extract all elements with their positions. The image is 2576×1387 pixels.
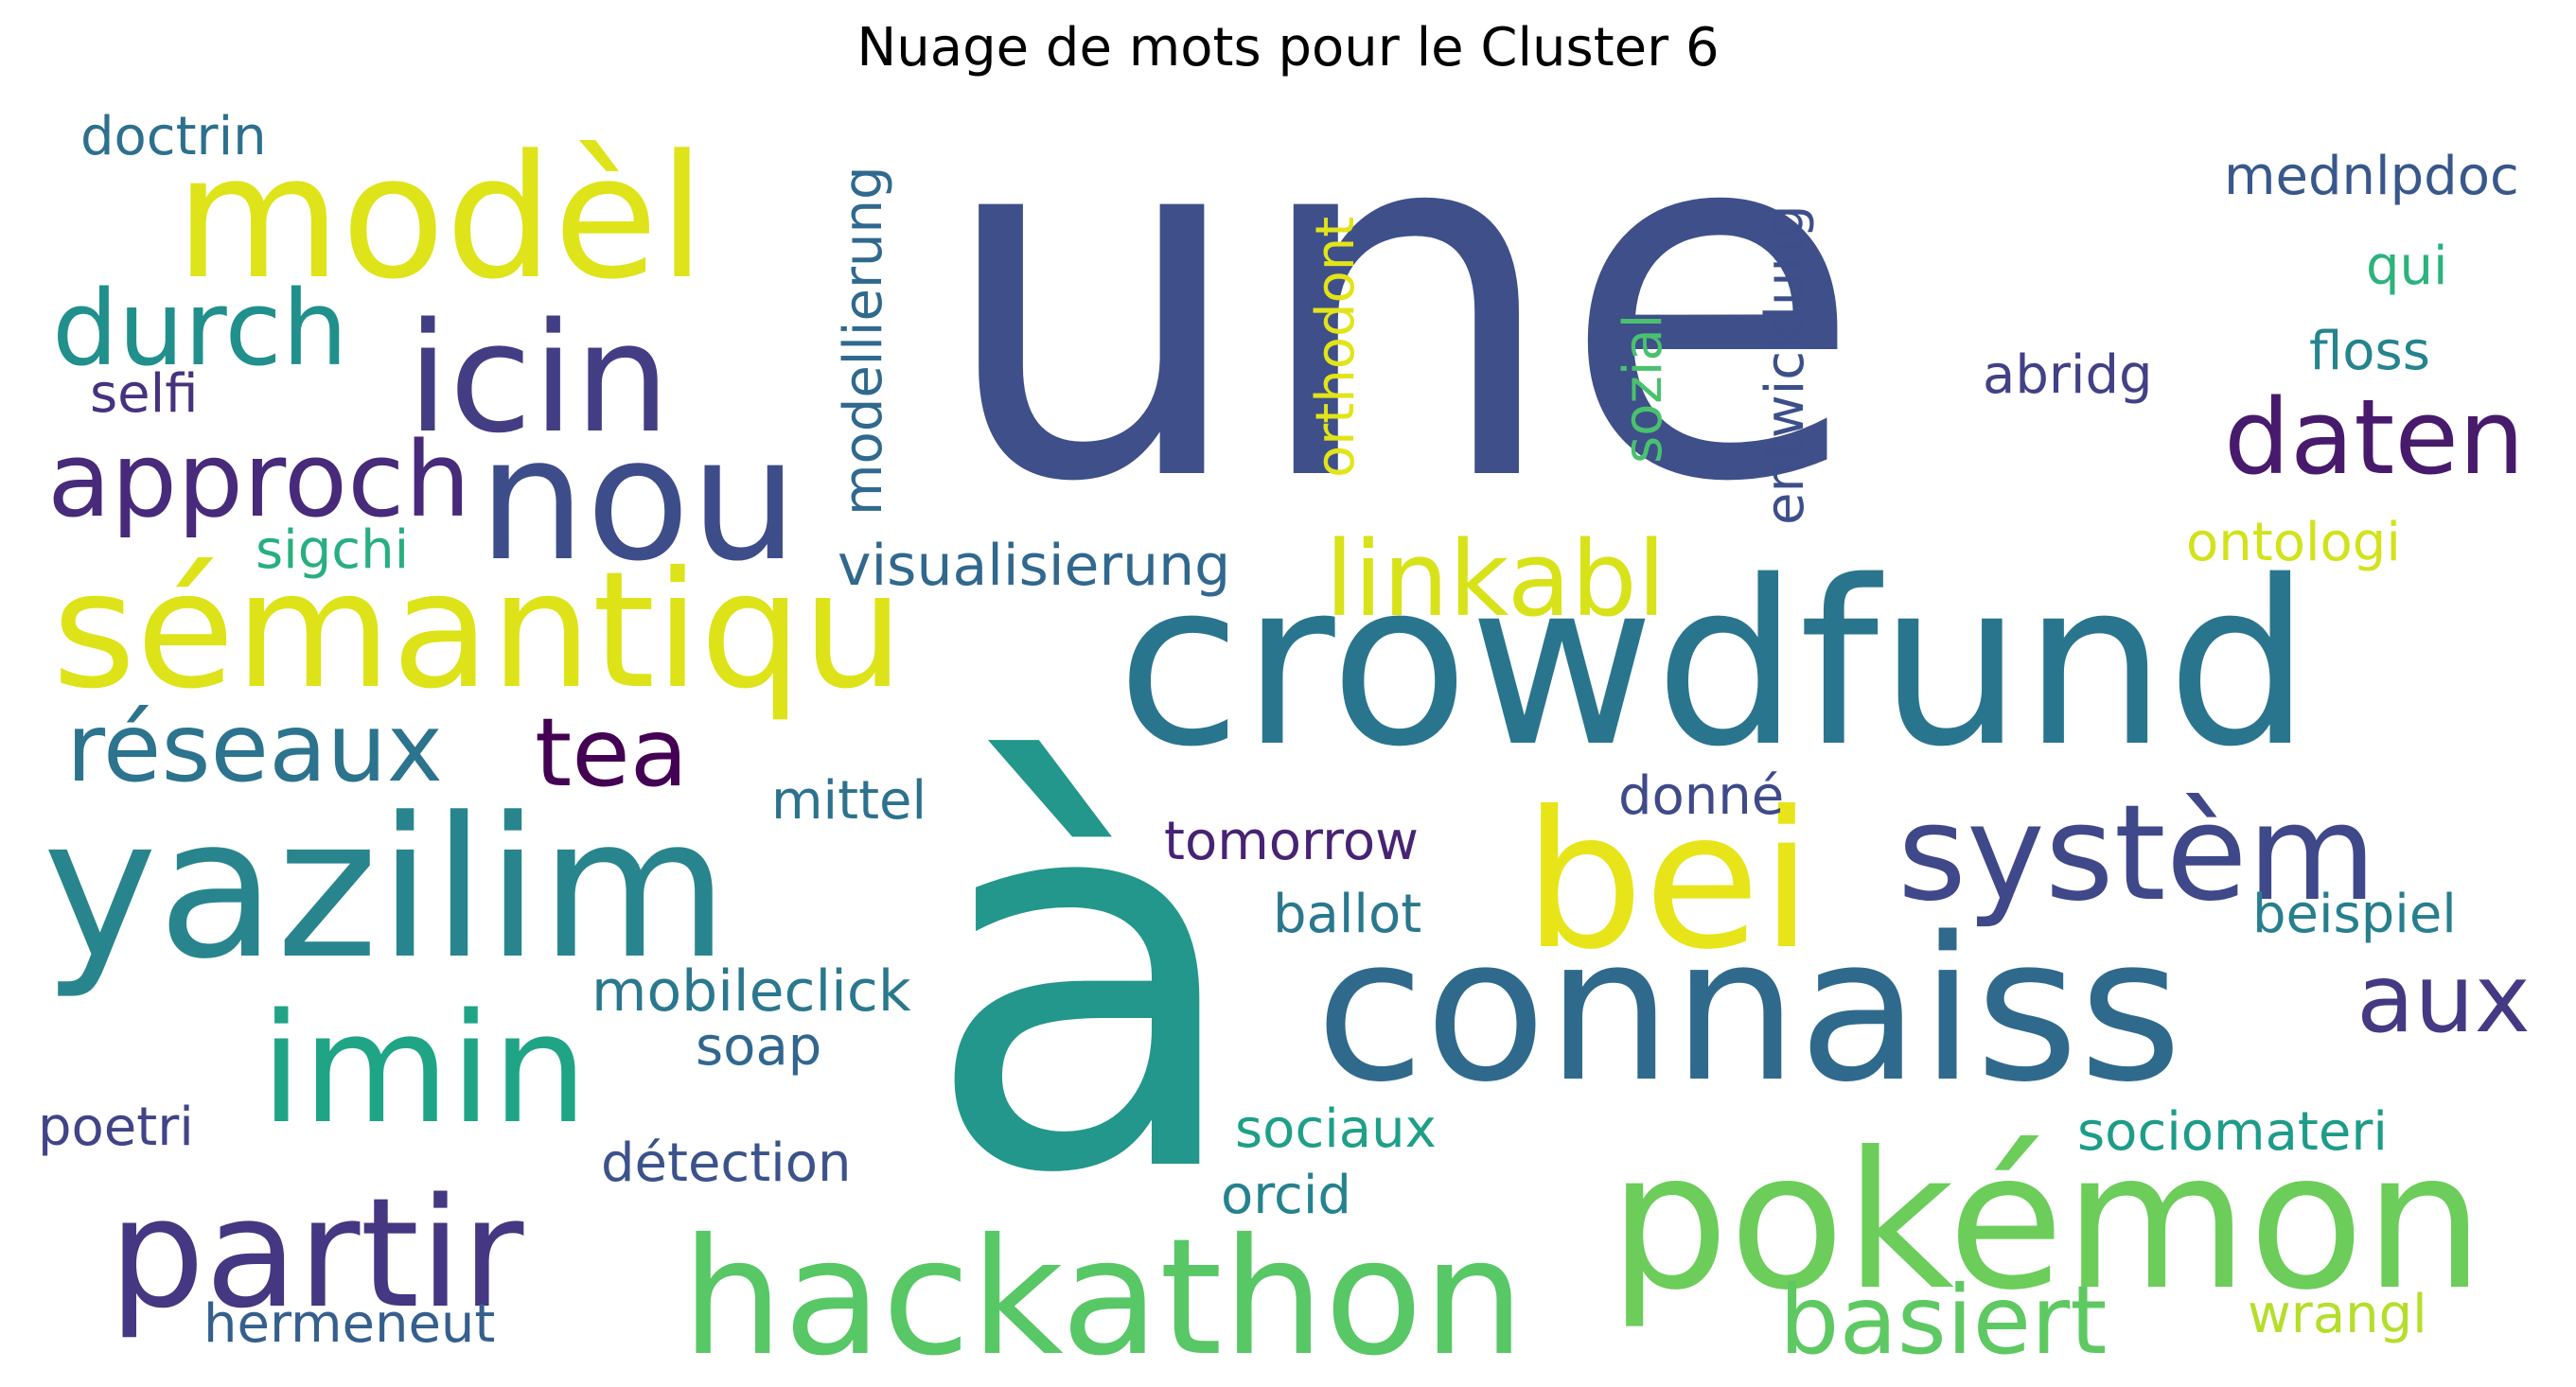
word-abridg: abridg bbox=[1983, 344, 2153, 406]
word-donne: donné bbox=[1618, 765, 1784, 827]
word-linkabl: linkabl bbox=[1325, 518, 1666, 640]
word-sociomateri: sociomateri bbox=[2077, 1101, 2388, 1163]
word-une: une bbox=[937, 16, 1863, 589]
word-basiert: basiert bbox=[1779, 1265, 2107, 1376]
word-ontologi: ontologi bbox=[2186, 512, 2401, 573]
word-sociaux: sociaux bbox=[1235, 1098, 1437, 1160]
word-poetri: poetri bbox=[38, 1097, 194, 1158]
word-floss: floss bbox=[2309, 321, 2430, 382]
word-visualisierung: visualisierung bbox=[838, 533, 1230, 599]
word-beispiel: beispiel bbox=[2252, 884, 2457, 945]
word-yazilim: yazilim bbox=[43, 777, 729, 1002]
word-hackathon: hackathon bbox=[681, 1204, 1525, 1387]
word-connaiss: connaiss bbox=[1315, 894, 2182, 1126]
word-crowdfund: crowdfund bbox=[1117, 532, 2311, 797]
word-orcid: orcid bbox=[1221, 1165, 1351, 1226]
word-imin: imin bbox=[260, 980, 588, 1157]
word-sozial: sozial bbox=[1613, 314, 1674, 464]
word-mobileclick: mobileclick bbox=[591, 958, 911, 1025]
word-detection: détection bbox=[601, 1132, 851, 1194]
word-reseaux: réseaux bbox=[66, 693, 443, 803]
word-durch: durch bbox=[52, 268, 348, 389]
word-model: modèl bbox=[175, 119, 705, 317]
word-ballot: ballot bbox=[1273, 884, 1421, 945]
word-mednlpdoc: mednlpdoc bbox=[2224, 146, 2519, 207]
word-pokemon: pokémon bbox=[1609, 1112, 2484, 1332]
word-doctrin: doctrin bbox=[80, 106, 267, 167]
word-bei: bei bbox=[1524, 771, 1813, 992]
word-selfi: selfi bbox=[90, 363, 198, 425]
word-icin: icin bbox=[407, 290, 670, 466]
word-mittel: mittel bbox=[771, 770, 926, 832]
word-tomorrow: tomorrow bbox=[1164, 811, 1419, 872]
page-title: Nuage de mots pour le Cluster 6 bbox=[856, 17, 1720, 79]
word-tea: tea bbox=[535, 697, 688, 808]
word-orthodont: orthodont bbox=[1305, 217, 1367, 478]
word-qui: qui bbox=[2366, 236, 2448, 297]
word-sigchi: sigchi bbox=[256, 519, 409, 581]
word-wrangl: wrangl bbox=[2248, 1284, 2427, 1345]
word-hermeneut: hermeneut bbox=[203, 1293, 495, 1355]
word-system: systèm bbox=[1897, 777, 2376, 931]
word-approch: approch bbox=[47, 419, 470, 540]
word-entwicklung: entwicklung bbox=[1755, 204, 1816, 525]
word-nou: nou bbox=[478, 401, 798, 599]
word-a-grave: à bbox=[923, 673, 1247, 1290]
word-aux: aux bbox=[2356, 943, 2531, 1054]
word-soap: soap bbox=[696, 1016, 821, 1078]
word-daten: daten bbox=[2224, 377, 2525, 498]
word-semantiqu: sémantiqu bbox=[52, 537, 904, 725]
word-partir: partir bbox=[109, 1165, 524, 1342]
word-modellierung: modellierung bbox=[833, 167, 894, 517]
